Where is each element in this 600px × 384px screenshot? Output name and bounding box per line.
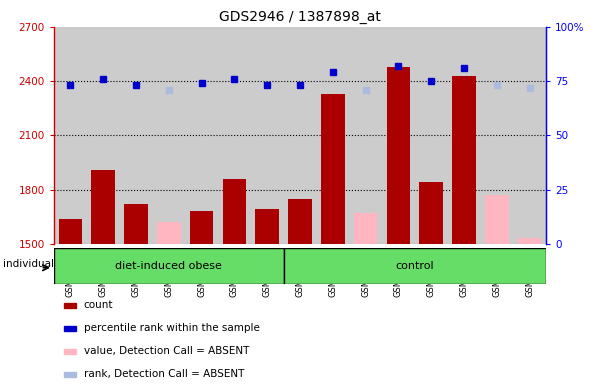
Text: GSM215574: GSM215574 <box>131 246 140 296</box>
Bar <box>288 199 312 244</box>
Text: GSM215583: GSM215583 <box>427 246 436 297</box>
Text: GSM215584: GSM215584 <box>460 246 469 296</box>
Bar <box>354 213 377 244</box>
Text: diet-induced obese: diet-induced obese <box>115 261 222 271</box>
Text: GSM215576: GSM215576 <box>197 246 206 297</box>
Bar <box>223 179 246 244</box>
Text: GSM215577: GSM215577 <box>230 246 239 297</box>
Text: GSM215572: GSM215572 <box>66 246 75 296</box>
Bar <box>119 27 152 244</box>
Text: individual: individual <box>3 259 54 269</box>
Bar <box>124 204 148 244</box>
Bar <box>481 27 513 244</box>
Text: GSM215579: GSM215579 <box>296 246 305 296</box>
Text: percentile rank within the sample: percentile rank within the sample <box>83 323 259 333</box>
Bar <box>64 372 76 377</box>
Text: GSM215581: GSM215581 <box>361 246 370 296</box>
Bar <box>518 238 541 244</box>
Bar <box>190 211 214 244</box>
Bar <box>485 195 509 244</box>
Bar <box>251 27 284 244</box>
Bar <box>448 27 481 244</box>
Bar <box>316 27 349 244</box>
Text: rank, Detection Call = ABSENT: rank, Detection Call = ABSENT <box>83 369 244 379</box>
Bar <box>349 27 382 244</box>
Text: GSM215575: GSM215575 <box>164 246 173 296</box>
Bar <box>64 303 76 308</box>
Text: GSM215585: GSM215585 <box>492 246 502 296</box>
Bar <box>415 27 448 244</box>
Bar <box>284 27 316 244</box>
Bar <box>54 27 87 244</box>
Bar <box>157 222 181 244</box>
Bar <box>321 94 344 244</box>
Bar <box>382 27 415 244</box>
Bar <box>64 326 76 331</box>
Text: GSM215573: GSM215573 <box>98 246 108 297</box>
Text: control: control <box>395 261 434 271</box>
Bar <box>185 27 218 244</box>
Bar <box>513 27 546 244</box>
Bar <box>64 349 76 354</box>
Text: GSM215582: GSM215582 <box>394 246 403 296</box>
Bar <box>87 27 119 244</box>
Text: GSM215586: GSM215586 <box>525 246 534 297</box>
Bar <box>284 248 546 284</box>
Bar <box>152 27 185 244</box>
Bar <box>452 76 476 244</box>
Bar <box>54 248 284 284</box>
Text: value, Detection Call = ABSENT: value, Detection Call = ABSENT <box>83 346 249 356</box>
Bar <box>256 210 279 244</box>
Title: GDS2946 / 1387898_at: GDS2946 / 1387898_at <box>219 10 381 25</box>
Text: count: count <box>83 300 113 310</box>
Bar <box>419 182 443 244</box>
Bar <box>91 170 115 244</box>
Bar <box>59 218 82 244</box>
Text: GSM215580: GSM215580 <box>328 246 337 296</box>
Text: GSM215578: GSM215578 <box>263 246 272 297</box>
Bar <box>218 27 251 244</box>
Bar <box>386 67 410 244</box>
